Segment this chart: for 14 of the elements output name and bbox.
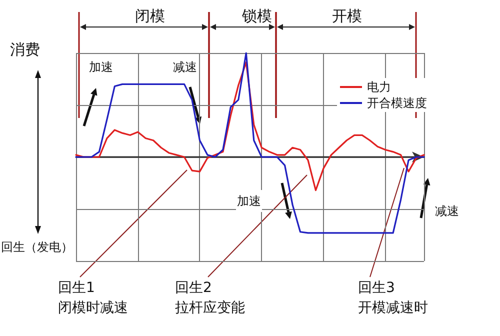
text: 回生3 开模减速时 (358, 280, 428, 316)
annotation: 加速 (237, 194, 261, 208)
text: 减速 (435, 204, 459, 218)
text: 回生（发电） (1, 240, 73, 254)
legend-label: 开合模速度 (367, 96, 427, 110)
legend-label: 电力 (367, 80, 391, 94)
y-axis-title: 消费 (10, 40, 40, 58)
text: 锁模 (241, 7, 272, 25)
text: 闭模 (135, 7, 165, 25)
text: 开模 (332, 7, 362, 25)
annotation: 加速 (89, 60, 113, 74)
text: 回生1 闭模时减速 (58, 280, 128, 316)
text: 回生2 拉杆应变能 (175, 280, 245, 316)
annotation: 减速 (173, 60, 197, 74)
